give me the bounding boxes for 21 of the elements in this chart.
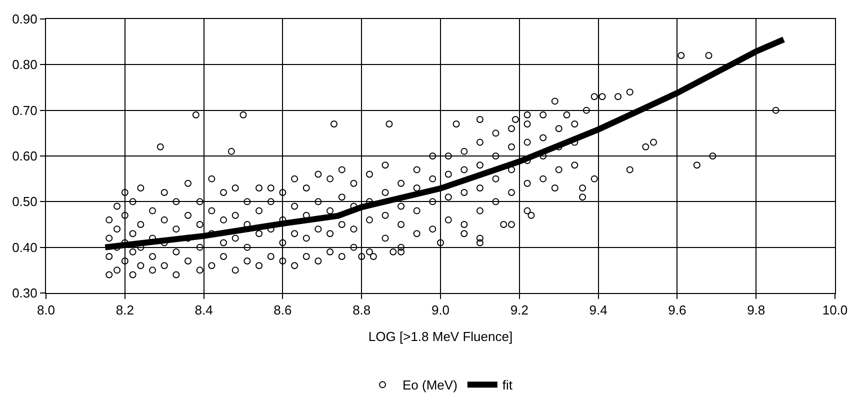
x-tick-label: 8.4 bbox=[194, 302, 213, 318]
x-tick-label: 9.6 bbox=[668, 302, 686, 318]
y-tick-label: 0.40 bbox=[12, 240, 38, 255]
x-tick-label: 10.0 bbox=[822, 302, 848, 318]
x-tick-label: 8.8 bbox=[352, 302, 371, 318]
y-tick-label: 0.90 bbox=[12, 12, 38, 27]
x-tick-label: 9.8 bbox=[747, 302, 766, 318]
y-tick-label: 0.60 bbox=[12, 148, 38, 164]
y-tick-label: 0.70 bbox=[12, 102, 38, 118]
legend-label: Eo (MeV) bbox=[402, 378, 458, 393]
y-tick-label: 0.30 bbox=[12, 286, 38, 301]
legend-label: fit bbox=[502, 378, 513, 393]
x-tick-label: 9.2 bbox=[510, 302, 528, 318]
x-tick-label: 9.0 bbox=[431, 302, 450, 318]
y-tick-label: 0.80 bbox=[12, 57, 38, 72]
x-tick-label: 9.4 bbox=[589, 302, 608, 318]
y-tick-label: 0.50 bbox=[12, 194, 38, 210]
x-tick-label: 8.0 bbox=[36, 302, 56, 318]
x-tick-label: 8.2 bbox=[116, 302, 134, 318]
x-tick-label: 8.6 bbox=[274, 302, 292, 318]
x-axis-title: LOG [>1.8 MeV Fluence] bbox=[368, 329, 513, 344]
